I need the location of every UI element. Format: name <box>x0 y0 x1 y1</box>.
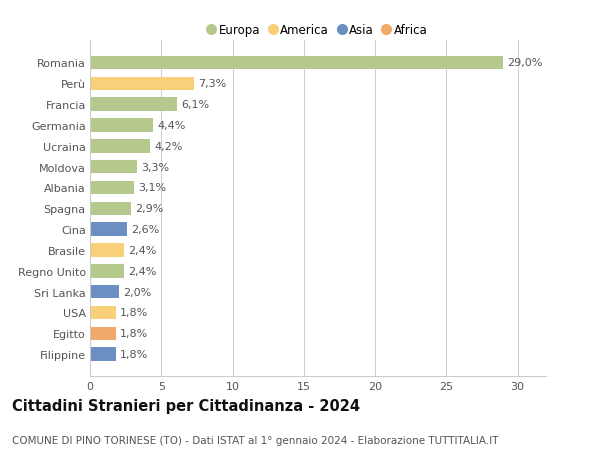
Bar <box>90 347 116 361</box>
Bar <box>90 77 194 91</box>
Text: COMUNE DI PINO TORINESE (TO) - Dati ISTAT al 1° gennaio 2024 - Elaborazione TUTT: COMUNE DI PINO TORINESE (TO) - Dati ISTA… <box>12 435 499 445</box>
Text: 3,3%: 3,3% <box>142 162 169 172</box>
Text: 7,3%: 7,3% <box>198 79 227 89</box>
Bar <box>90 244 124 257</box>
Bar <box>90 98 177 112</box>
Text: 6,1%: 6,1% <box>181 100 209 110</box>
Text: 4,2%: 4,2% <box>154 141 182 151</box>
Text: 2,4%: 2,4% <box>128 266 157 276</box>
Text: 2,6%: 2,6% <box>131 224 160 235</box>
Bar <box>90 161 137 174</box>
Text: 29,0%: 29,0% <box>508 58 543 68</box>
Bar <box>90 181 134 195</box>
Bar <box>90 327 116 341</box>
Bar <box>90 202 131 216</box>
Text: 4,4%: 4,4% <box>157 121 185 131</box>
Bar <box>90 119 152 133</box>
Bar <box>90 140 150 153</box>
Text: Cittadini Stranieri per Cittadinanza - 2024: Cittadini Stranieri per Cittadinanza - 2… <box>12 398 360 413</box>
Bar <box>90 264 124 278</box>
Text: 1,8%: 1,8% <box>120 308 148 318</box>
Bar <box>90 223 127 236</box>
Text: 3,1%: 3,1% <box>139 183 167 193</box>
Bar <box>90 306 116 319</box>
Text: 1,8%: 1,8% <box>120 349 148 359</box>
Bar <box>90 56 503 70</box>
Text: 2,0%: 2,0% <box>123 287 151 297</box>
Text: 2,9%: 2,9% <box>136 204 164 214</box>
Legend: Europa, America, Asia, Africa: Europa, America, Asia, Africa <box>205 20 431 40</box>
Text: 1,8%: 1,8% <box>120 329 148 339</box>
Text: 2,4%: 2,4% <box>128 246 157 255</box>
Bar <box>90 285 119 299</box>
